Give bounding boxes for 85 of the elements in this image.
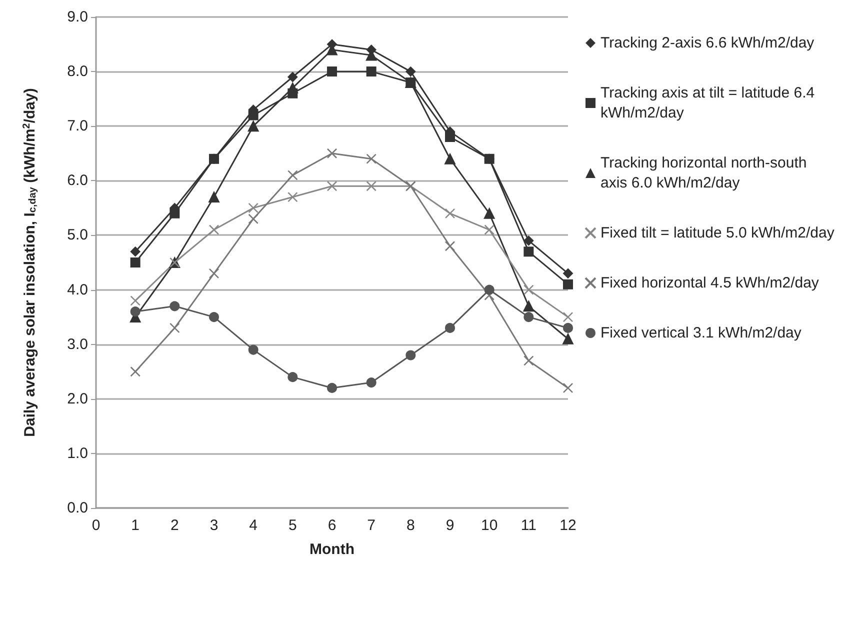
x-tick-label: 11 — [520, 517, 536, 534]
point — [209, 154, 219, 164]
point — [327, 66, 337, 77]
point — [208, 268, 220, 279]
point — [562, 312, 574, 322]
point — [208, 224, 220, 235]
point — [170, 322, 180, 334]
point — [170, 301, 180, 312]
point — [484, 284, 494, 295]
y-tick-label: 0.0 — [67, 500, 88, 516]
y-tick-label: 4.0 — [67, 281, 88, 298]
point — [484, 208, 495, 219]
x-tick-label: 5 — [288, 517, 297, 534]
legend-label: Fixed horizontal 4.5 kWh/m2/day — [600, 274, 820, 292]
legend-label: Fixed vertical 3.1 kWh/m2/day — [600, 324, 802, 342]
point — [366, 180, 376, 192]
point — [523, 300, 534, 312]
point — [562, 382, 574, 394]
point — [524, 312, 534, 322]
point — [366, 378, 376, 388]
point — [248, 110, 258, 120]
x-tick-label: 10 — [480, 517, 498, 534]
point — [406, 350, 416, 360]
point — [484, 154, 494, 164]
point — [444, 240, 456, 252]
x-tick-label: 12 — [560, 517, 576, 534]
point — [326, 148, 338, 159]
point — [326, 180, 338, 192]
x-tick-label: 7 — [367, 517, 376, 534]
legend-label: Tracking axis at tilt = latitude 6.4 kWh/m2/day — [600, 84, 819, 122]
legend-label: Tracking 2-axis 6.6 kWh/m2/day — [600, 34, 815, 52]
point — [209, 312, 219, 322]
x-tick-label: 2 — [170, 517, 179, 534]
y-tick-label: 8.0 — [67, 63, 88, 80]
x-tick-label: 9 — [446, 517, 454, 534]
point — [327, 382, 337, 393]
point — [248, 120, 259, 132]
x-axis-title: Month — [310, 541, 354, 558]
point — [524, 236, 534, 246]
x-tick-label: 8 — [406, 517, 415, 534]
point — [562, 333, 574, 344]
legend-label: Fixed tilt = latitude 5.0 kWh/m2/day — [600, 224, 835, 242]
point — [445, 322, 455, 333]
y-tick-label: 1.0 — [67, 444, 88, 462]
point — [445, 132, 455, 142]
y-tick-label: 7.0 — [67, 118, 88, 135]
x-tick-label: 4 — [249, 517, 258, 534]
y-tick-label: 9.0 — [67, 8, 88, 26]
point — [130, 258, 140, 268]
point — [288, 192, 298, 202]
point — [524, 284, 534, 295]
point — [130, 296, 140, 306]
x-tick-label: 0 — [92, 517, 100, 534]
point — [524, 356, 534, 366]
point — [248, 202, 258, 214]
point — [130, 366, 140, 377]
y-tick-label: 6.0 — [67, 172, 88, 190]
point — [563, 322, 573, 333]
point — [248, 214, 258, 224]
y-tick-label: 3.0 — [67, 336, 88, 353]
x-tick-label: 1 — [131, 517, 140, 534]
point — [287, 82, 298, 94]
y-tick-label: 5.0 — [67, 226, 88, 244]
legend-label: Tracking horizontal north-south axis 6.0 kWh/m2/day — [600, 154, 811, 192]
point — [406, 66, 416, 77]
point — [170, 208, 180, 218]
point — [563, 268, 573, 278]
point — [444, 153, 456, 164]
point — [563, 279, 573, 290]
point — [444, 208, 456, 219]
point — [366, 154, 376, 164]
point — [366, 66, 376, 77]
x-tick-label: 3 — [210, 517, 218, 534]
point — [288, 372, 298, 382]
y-tick-label: 2.0 — [67, 390, 88, 408]
point — [248, 344, 258, 355]
x-tick-label: 6 — [328, 517, 336, 534]
y-axis-title: Daily average solar insolation, Ic,day (kWh/m2/day) — [22, 88, 38, 437]
point — [208, 192, 220, 203]
point — [288, 170, 298, 180]
point — [288, 72, 298, 82]
point — [130, 306, 140, 317]
point — [130, 246, 140, 257]
point — [524, 246, 534, 257]
point — [484, 224, 494, 235]
